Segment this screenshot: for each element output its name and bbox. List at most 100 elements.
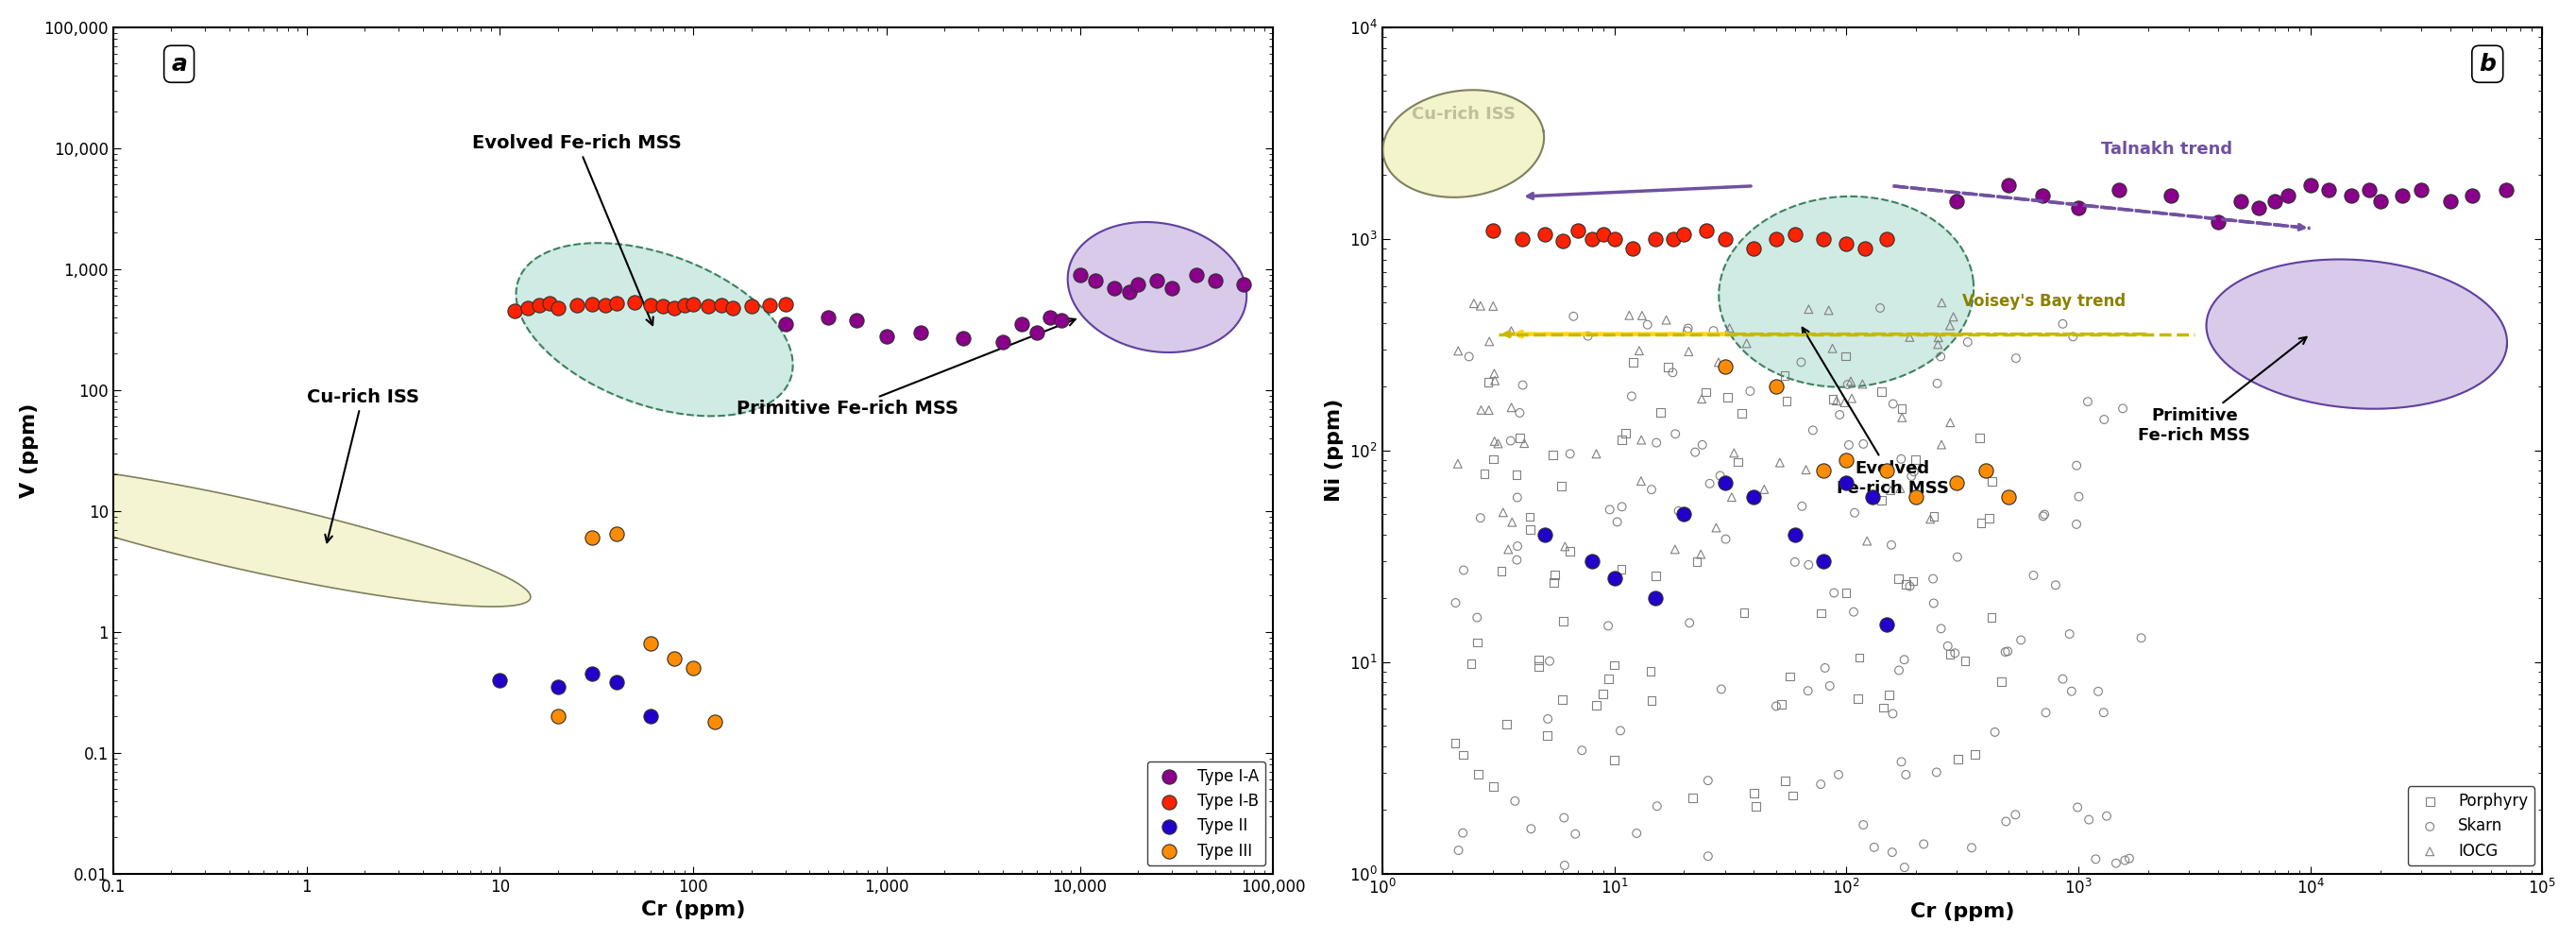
Skarn	[1461, 510, 1502, 525]
Porphyry	[1535, 567, 1577, 582]
Text: Voisey's Bay trend: Voisey's Bay trend	[1963, 294, 2125, 311]
Point	[1571, 231, 1613, 247]
Type I-A	[1118, 277, 1159, 292]
IOCG	[1922, 437, 1963, 452]
IOCG	[1808, 303, 1850, 318]
Skarn	[1788, 683, 1829, 698]
Type I-A	[866, 328, 907, 343]
Skarn	[2087, 808, 2128, 823]
Skarn	[2058, 489, 2099, 504]
IOCG	[1726, 336, 1767, 351]
Type I-A	[1195, 273, 1236, 288]
Point	[1613, 241, 1654, 256]
IOCG	[1929, 318, 1971, 333]
X-axis label: Cr (ppm): Cr (ppm)	[1909, 902, 2014, 921]
Type I-B	[595, 295, 636, 311]
Type I-B	[585, 298, 626, 313]
IOCG	[1785, 462, 1826, 477]
Text: Cu-rich ISS: Cu-rich ISS	[1412, 105, 1515, 122]
Porphyry	[1772, 788, 1814, 803]
Point	[1558, 223, 1600, 238]
Type II	[629, 709, 670, 724]
Type II	[479, 673, 520, 688]
Skarn	[2053, 329, 2094, 344]
Porphyry	[1672, 790, 1713, 805]
Point	[2401, 183, 2442, 198]
IOCG	[1759, 455, 1801, 470]
Text: Cu-rich ISS: Cu-rich ISS	[307, 388, 420, 542]
Type III	[696, 714, 737, 729]
Point	[1937, 476, 1978, 491]
Skarn	[1728, 384, 1770, 399]
Skarn	[2066, 394, 2107, 409]
Skarn	[2012, 567, 2053, 582]
Point	[1595, 231, 1636, 247]
Point	[1705, 476, 1747, 491]
Type I-B	[665, 298, 706, 313]
Porphyry	[1533, 447, 1574, 462]
Point	[1543, 233, 1584, 248]
Point	[1868, 617, 1909, 632]
Porphyry	[1486, 716, 1528, 731]
Porphyry	[1443, 747, 1484, 762]
Y-axis label: V (ppm): V (ppm)	[21, 403, 39, 498]
Skarn	[1873, 845, 1914, 860]
Point	[1705, 359, 1747, 374]
Type I-A	[1030, 310, 1072, 325]
Skarn	[2056, 800, 2097, 815]
Text: b: b	[2478, 53, 2496, 75]
Porphyry	[1510, 509, 1551, 524]
Point	[2360, 194, 2401, 209]
Porphyry	[1499, 431, 1540, 446]
Skarn	[1996, 351, 2038, 366]
Point	[1937, 194, 1978, 209]
Type I-B	[495, 304, 536, 319]
Porphyry	[1960, 430, 2002, 445]
Porphyry	[1929, 646, 1971, 662]
Skarn	[1883, 860, 1924, 875]
Porphyry	[1587, 671, 1628, 686]
Point	[1734, 490, 1775, 505]
Type I-B	[538, 300, 580, 315]
Skarn	[1669, 615, 1710, 630]
Skarn	[1667, 324, 1708, 339]
Text: Primitive Fe-rich MSS: Primitive Fe-rich MSS	[737, 318, 1074, 418]
Skarn	[1927, 639, 1968, 654]
Skarn	[1437, 843, 1479, 858]
Text: Evolved
Fe-rich MSS: Evolved Fe-rich MSS	[1803, 327, 1950, 497]
Type I-B	[572, 297, 613, 312]
Point	[2239, 200, 2280, 215]
Point	[1664, 227, 1705, 242]
Polygon shape	[1718, 197, 1973, 387]
Type I-B	[654, 300, 696, 315]
Point	[1868, 463, 1909, 478]
IOCG	[1492, 324, 1533, 339]
Text: Primitive
Fe-rich MSS: Primitive Fe-rich MSS	[2138, 337, 2306, 443]
Porphyry	[1600, 562, 1641, 577]
Point	[1989, 177, 2030, 192]
Porphyry	[1463, 467, 1504, 482]
Skarn	[2110, 851, 2151, 866]
Skarn	[1917, 375, 1958, 391]
Skarn	[2025, 507, 2066, 522]
Point	[1502, 231, 1543, 247]
Skarn	[1783, 499, 1824, 514]
IOCG	[1468, 403, 1510, 418]
Type I-B	[688, 299, 729, 314]
IOCG	[1682, 391, 1723, 407]
IOCG	[1932, 310, 1973, 325]
Porphyry	[1736, 799, 1777, 814]
Porphyry	[1770, 669, 1811, 684]
Type I-A	[1108, 284, 1149, 299]
IOCG	[1880, 410, 1922, 425]
Porphyry	[1582, 686, 1623, 701]
IOCG	[1577, 446, 1618, 461]
Skarn	[1651, 365, 1692, 380]
Type III	[654, 651, 696, 666]
Type I-A	[1224, 277, 1265, 292]
Skarn	[1687, 773, 1728, 788]
Skarn	[1602, 500, 1643, 515]
Skarn	[1893, 464, 1935, 479]
Skarn	[1435, 596, 1476, 611]
Polygon shape	[0, 464, 531, 607]
